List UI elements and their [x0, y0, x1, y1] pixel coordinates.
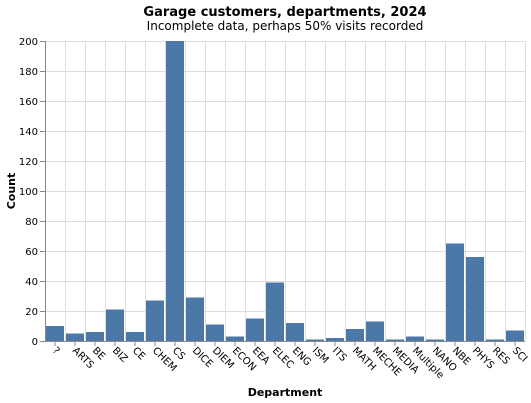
- bar-CHEM: [146, 300, 164, 341]
- y-tick-label-1: 20: [25, 307, 38, 318]
- y-tick-label-5: 100: [19, 187, 38, 198]
- x-tick-label-3: BIZ: [110, 345, 130, 365]
- x-tick-label-13: ISM: [310, 345, 330, 365]
- x-tick-label-8: DIEM: [210, 345, 236, 371]
- bars: [46, 41, 524, 341]
- bar-DIEM: [206, 324, 224, 341]
- bar-?: [46, 326, 64, 341]
- y-tick-label-2: 40: [25, 277, 38, 288]
- bar-ARTS: [66, 333, 84, 341]
- y-tick-label-4: 80: [25, 217, 38, 228]
- y-tick-label-10: 200: [19, 37, 38, 48]
- bar-ENG: [286, 323, 304, 341]
- y-tick-label-8: 160: [19, 97, 38, 108]
- bar-DICE: [186, 297, 204, 341]
- bar-ITS: [326, 338, 344, 341]
- bar-NBE: [446, 243, 464, 341]
- bar-CS: [166, 41, 184, 341]
- x-tick-label-21: PHYS: [470, 345, 496, 371]
- x-tick-label-1: ARTS: [70, 345, 96, 371]
- x-axis-title: Department: [248, 386, 323, 399]
- x-tick-label-11: ELEC: [270, 345, 296, 371]
- y-tick-label-3: 60: [25, 247, 38, 258]
- y-tick-label-0: 0: [32, 337, 38, 348]
- x-tick-label-0: ?: [50, 345, 62, 357]
- bar-PHYS: [466, 257, 484, 341]
- chart-subtitle: Incomplete data, perhaps 50% visits reco…: [147, 19, 424, 33]
- x-tick-label-14: ITS: [330, 345, 349, 364]
- x-tick-label-4: CE: [130, 345, 147, 362]
- y-tick-label-6: 120: [19, 157, 38, 168]
- bar-BIZ: [106, 309, 124, 341]
- bar-Multiple: [406, 336, 424, 341]
- chart-title: Garage customers, departments, 2024: [143, 5, 426, 20]
- bar-ECON: [226, 336, 244, 341]
- x-tick-label-7: DICE: [190, 345, 215, 370]
- bar-MECHE: [366, 321, 384, 341]
- bar-BE: [86, 332, 104, 341]
- bar-ISM: [306, 339, 324, 341]
- bar-ELEC: [266, 282, 284, 341]
- bar-RES: [486, 339, 504, 341]
- bar-CE: [126, 332, 144, 341]
- bar-MATH: [346, 329, 364, 341]
- bar-SCI: [506, 330, 524, 341]
- y-tick-label-7: 140: [19, 127, 38, 138]
- bar-MEDIA: [386, 339, 404, 341]
- bar-NANO: [426, 339, 444, 341]
- bar-EEA: [246, 318, 264, 341]
- y-tick-label-9: 180: [19, 67, 38, 78]
- y-axis-title: Count: [5, 173, 18, 210]
- x-tick-label-23: SCI: [510, 345, 529, 364]
